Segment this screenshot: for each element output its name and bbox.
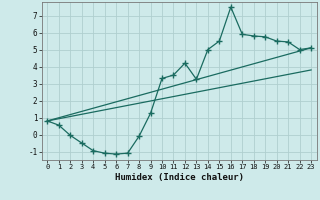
- X-axis label: Humidex (Indice chaleur): Humidex (Indice chaleur): [115, 173, 244, 182]
